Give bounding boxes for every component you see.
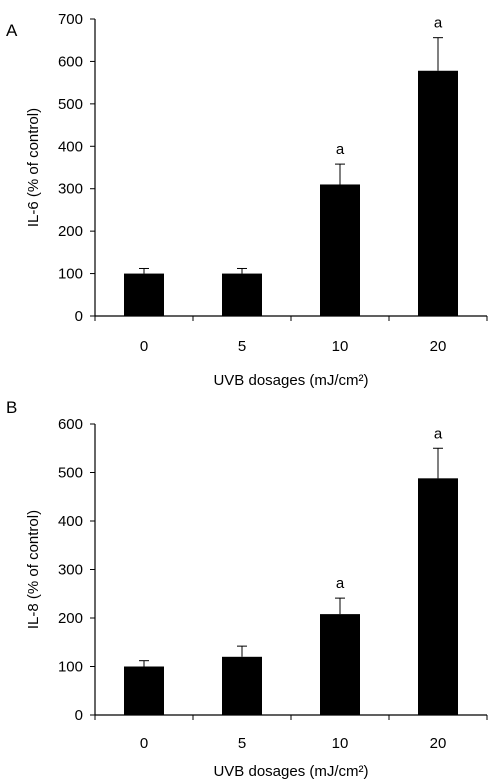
bar: [418, 70, 458, 317]
x-axis-label: UVB dosages (mJ/cm²): [213, 372, 368, 389]
significance-label: a: [434, 15, 443, 32]
y-tick-label: 100: [58, 266, 83, 283]
y-tick-label: 300: [58, 181, 83, 198]
y-axis-label: IL-8 (% of control): [25, 510, 42, 629]
x-tick-label: 5: [238, 735, 246, 752]
bar: [124, 666, 164, 715]
bar: [124, 273, 164, 316]
y-tick-label: 100: [58, 659, 83, 676]
y-axis-label: IL-6 (% of control): [25, 108, 42, 227]
y-tick-label: 0: [75, 308, 83, 325]
y-tick-label: 300: [58, 562, 83, 579]
y-tick-label: 0: [75, 707, 83, 724]
y-tick-label: 700: [58, 11, 83, 28]
x-tick-label: 5: [238, 338, 246, 355]
significance-label: a: [336, 141, 345, 158]
panel-label: A: [6, 21, 18, 40]
y-tick-label: 400: [58, 138, 83, 155]
bar: [222, 656, 262, 715]
significance-label: a: [336, 575, 345, 592]
y-tick-label: 500: [58, 96, 83, 113]
y-tick-label: 200: [58, 610, 83, 627]
y-tick-label: 200: [58, 223, 83, 240]
y-tick-label: 400: [58, 513, 83, 530]
significance-label: a: [434, 425, 443, 442]
bar: [418, 478, 458, 715]
x-tick-label: 20: [430, 735, 447, 752]
x-tick-label: 10: [332, 735, 349, 752]
x-tick-label: 10: [332, 338, 349, 355]
x-tick-label: 0: [140, 338, 148, 355]
x-tick-label: 0: [140, 735, 148, 752]
bar: [320, 184, 360, 316]
x-tick-label: 20: [430, 338, 447, 355]
y-tick-label: 600: [58, 416, 83, 433]
y-tick-label: 600: [58, 53, 83, 70]
bar: [222, 273, 262, 316]
x-axis-label: UVB dosages (mJ/cm²): [213, 763, 368, 780]
y-tick-label: 500: [58, 465, 83, 482]
panel-label: B: [6, 398, 17, 417]
bar: [320, 614, 360, 715]
